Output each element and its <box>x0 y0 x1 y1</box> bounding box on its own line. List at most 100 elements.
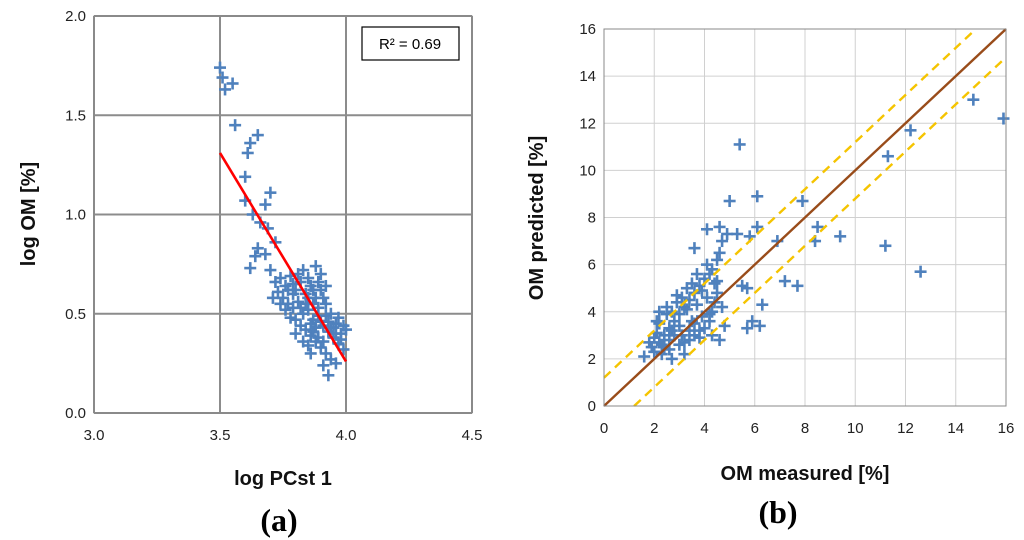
panel-b-data-point <box>680 303 693 316</box>
panel-a-data-point <box>289 327 302 340</box>
panel-a-data-point <box>241 146 254 159</box>
panel-a-label: (a) <box>260 502 297 538</box>
panel-a-y-tick-label: 1.0 <box>65 207 86 224</box>
panel-b-data-point <box>751 190 764 203</box>
panel-a-x-axis-label: log PCst 1 <box>234 468 332 490</box>
panel-b-chart: 0 2 4 6 8 10 12 14 16 0 2 4 6 8 10 12 14 16 OM measured [… <box>526 21 1014 530</box>
panel-a-data-point <box>274 272 287 285</box>
panel-b-data-point <box>796 195 809 208</box>
panel-a-data-point <box>319 309 332 322</box>
panel-b-x-tick-label: 4 <box>700 420 708 437</box>
panel-b-data-point <box>653 305 666 318</box>
panel-b-y-tick-label: 6 <box>588 257 596 274</box>
panel-b-y-axis-label: OM predicted [%] <box>526 136 548 300</box>
panel-b-data-point <box>791 279 804 292</box>
panel-b-data-point <box>914 265 927 278</box>
panel-a-tick-labels: 3.0 3.5 4.0 4.5 0.0 0.5 1.0 1.5 2.0 <box>65 8 482 444</box>
panel-a-x-tick-label: 4.5 <box>462 427 483 444</box>
panel-a-data-point <box>317 359 330 372</box>
panel-a-y-axis-label: log OM [%] <box>18 162 40 266</box>
panel-b-data-point <box>706 305 719 318</box>
panel-b-data-point <box>967 93 980 106</box>
panel-b-data-point <box>703 308 716 321</box>
panel-a-data-point <box>319 279 332 292</box>
panel-b-data-point <box>701 223 714 236</box>
panel-b-y-tick-label: 4 <box>588 304 596 321</box>
panel-b-lower-bound <box>633 56 1007 407</box>
panel-b-data-point <box>673 319 686 332</box>
panel-b-data-point <box>713 334 726 347</box>
panel-a-data-point <box>334 333 347 346</box>
panel-a-data-point <box>229 119 242 132</box>
panel-b-data-point <box>733 138 746 151</box>
panel-a-y-tick-label: 1.5 <box>65 107 86 124</box>
panel-a-y-tick-label: 2.0 <box>65 8 86 25</box>
panel-a-data-point <box>264 186 277 199</box>
panel-a-data-point <box>337 319 350 332</box>
panel-b-tick-labels: 0 2 4 6 8 10 12 14 16 0 2 4 6 8 10 12 14 16 <box>579 21 1014 437</box>
panel-b-data-point <box>881 150 894 163</box>
panel-a-data-point <box>329 357 342 370</box>
panel-a-data-point <box>307 283 320 296</box>
panel-a-gridlines <box>93 15 473 414</box>
panel-b-data-point <box>688 242 701 255</box>
panel-b-data-point <box>721 227 734 240</box>
panel-a-x-tick-label: 3.5 <box>210 427 231 444</box>
panel-b-data-point <box>673 338 686 351</box>
panel-b-data-point <box>663 322 676 335</box>
panel-b-data-point <box>701 291 714 304</box>
panel-b-data-point <box>997 112 1010 125</box>
panel-a-data-point <box>302 272 315 285</box>
panel-b-data-point <box>778 275 791 288</box>
panel-b-data-point <box>708 277 721 290</box>
panel-b-data-point <box>650 315 663 328</box>
panel-a-data-point <box>259 248 272 261</box>
panel-a-y-tick-label: 0.0 <box>65 405 86 422</box>
panel-a-data-point <box>251 242 264 255</box>
panel-b-x-tick-label: 2 <box>650 420 658 437</box>
panel-a-y-tick-label: 0.5 <box>65 306 86 323</box>
panel-a-data-point <box>264 264 277 277</box>
panel-b-data-point <box>665 352 678 365</box>
panel-a-data-point <box>319 297 332 310</box>
panel-b-x-tick-label: 8 <box>801 420 809 437</box>
panel-a-data-point <box>244 137 257 150</box>
panel-a-data-point <box>244 262 257 275</box>
panel-b-y-tick-label: 8 <box>588 210 596 227</box>
panel-a-data-point <box>299 297 312 310</box>
panel-b-plot-frame <box>603 28 1007 407</box>
panel-b-data-point <box>690 298 703 311</box>
panel-b-data-point <box>723 195 736 208</box>
panel-b-x-tick-label: 0 <box>600 420 608 437</box>
panel-a-data-point <box>309 260 322 273</box>
panel-b-data-point <box>706 263 719 276</box>
r2-annotation: R² = 0.69 <box>379 36 441 53</box>
panel-b-y-tick-label: 2 <box>588 351 596 368</box>
panel-a-data-point <box>287 277 300 290</box>
panel-b-data-point <box>879 239 892 252</box>
panel-a-x-tick-label: 4.0 <box>336 427 357 444</box>
panel-a-data-point <box>292 295 305 308</box>
panel-a-data-point <box>216 71 229 84</box>
panel-b-x-tick-label: 10 <box>847 420 864 437</box>
panel-b-y-tick-label: 12 <box>579 115 596 132</box>
panel-b-x-tick-label: 6 <box>751 420 759 437</box>
panel-a-data-point <box>266 291 279 304</box>
panel-b-data-point <box>904 124 917 137</box>
panel-a-data-point <box>317 335 330 348</box>
panel-b-data-point <box>638 350 651 363</box>
panel-a-plot-frame <box>93 15 473 414</box>
panel-b-data-point <box>673 308 686 321</box>
panel-b-reference-lines <box>603 28 1007 407</box>
panel-b-upper-bound <box>603 28 977 379</box>
panel-b-data-point <box>711 253 724 266</box>
panel-b-data-point <box>741 282 754 295</box>
panel-b-data-point <box>751 220 764 233</box>
panel-a-data-point <box>214 61 226 74</box>
panel-a-data-point <box>297 264 310 277</box>
panel-b-data-point <box>731 227 744 240</box>
panel-a-data-point <box>219 83 232 96</box>
panel-a-data-point <box>251 129 264 142</box>
panel-a-data-point <box>332 311 345 324</box>
